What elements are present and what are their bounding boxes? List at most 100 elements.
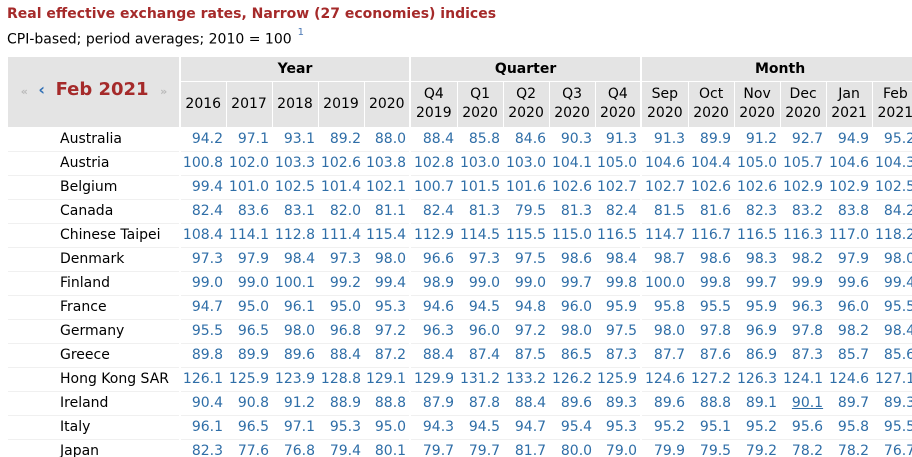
value-cell[interactable]: 95.5 (872, 415, 912, 440)
value-cell[interactable]: 99.0 (179, 271, 226, 296)
value-cell[interactable]: 126.2 (549, 367, 596, 392)
value-cell[interactable]: 98.4 (872, 319, 912, 344)
value-cell[interactable]: 97.8 (780, 319, 827, 344)
value-cell[interactable]: 77.6 (226, 439, 272, 457)
value-cell[interactable]: 102.1 (364, 175, 411, 200)
value-cell[interactable]: 105.0 (595, 151, 642, 176)
value-cell[interactable]: 82.0 (318, 199, 364, 224)
value-cell[interactable]: 85.7 (826, 343, 873, 368)
value-cell[interactable]: 79.0 (595, 439, 642, 457)
value-cell[interactable]: 96.3 (409, 319, 458, 344)
value-cell[interactable]: 95.2 (640, 415, 689, 440)
value-cell[interactable]: 98.6 (549, 247, 596, 272)
value-cell[interactable]: 115.4 (364, 223, 411, 248)
value-cell[interactable]: 95.1 (688, 415, 735, 440)
value-cell[interactable]: 86.9 (734, 343, 781, 368)
value-cell[interactable]: 87.8 (457, 391, 504, 416)
value-cell[interactable]: 87.9 (409, 391, 458, 416)
value-cell[interactable]: 91.2 (734, 127, 781, 152)
value-cell[interactable]: 104.1 (549, 151, 596, 176)
value-cell[interactable]: 88.0 (364, 127, 411, 152)
value-cell[interactable]: 82.3 (179, 439, 226, 457)
value-cell[interactable]: 103.8 (364, 151, 411, 176)
value-cell[interactable]: 89.6 (272, 343, 318, 368)
value-cell[interactable]: 78.2 (780, 439, 827, 457)
value-cell[interactable]: 98.2 (826, 319, 873, 344)
value-cell[interactable]: 98.0 (872, 247, 912, 272)
value-cell[interactable]: 81.3 (549, 199, 596, 224)
value-cell[interactable]: 87.2 (364, 343, 411, 368)
value-cell[interactable]: 99.9 (780, 271, 827, 296)
value-cell[interactable]: 79.5 (688, 439, 735, 457)
value-cell[interactable]: 89.1 (734, 391, 781, 416)
value-cell[interactable]: 97.3 (179, 247, 226, 272)
value-cell[interactable]: 98.0 (272, 319, 318, 344)
value-cell[interactable]: 89.3 (872, 391, 912, 416)
value-cell[interactable]: 87.7 (640, 343, 689, 368)
value-cell[interactable]: 99.7 (734, 271, 781, 296)
value-cell[interactable]: 84.2 (872, 199, 912, 224)
value-cell[interactable]: 99.8 (595, 271, 642, 296)
value-cell[interactable]: 99.2 (318, 271, 364, 296)
value-cell[interactable]: 82.4 (179, 199, 226, 224)
value-cell[interactable]: 83.1 (272, 199, 318, 224)
value-cell[interactable]: 98.0 (364, 247, 411, 272)
next-period-button[interactable]: » (160, 85, 168, 98)
value-cell[interactable]: 97.8 (688, 319, 735, 344)
value-cell[interactable]: 88.4 (318, 343, 364, 368)
value-cell[interactable]: 96.0 (549, 295, 596, 320)
value-cell[interactable]: 81.1 (364, 199, 411, 224)
value-cell[interactable]: 87.3 (780, 343, 827, 368)
value-cell[interactable]: 102.6 (549, 175, 596, 200)
value-cell[interactable]: 98.4 (272, 247, 318, 272)
value-cell[interactable]: 99.7 (549, 271, 596, 296)
value-cell[interactable]: 94.3 (409, 415, 458, 440)
value-cell[interactable]: 99.4 (872, 271, 912, 296)
value-cell[interactable]: 87.3 (595, 343, 642, 368)
value-cell[interactable]: 96.0 (457, 319, 504, 344)
value-cell[interactable]: 95.3 (318, 415, 364, 440)
value-cell[interactable]: 91.3 (640, 127, 689, 152)
value-cell[interactable]: 118.2 (872, 223, 912, 248)
value-cell[interactable]: 114.5 (457, 223, 504, 248)
value-cell[interactable]: 80.0 (549, 439, 596, 457)
value-cell[interactable]: 115.5 (503, 223, 550, 248)
value-cell[interactable]: 81.7 (503, 439, 550, 457)
value-cell[interactable]: 127.2 (688, 367, 735, 392)
value-cell[interactable]: 89.6 (640, 391, 689, 416)
value-cell[interactable]: 124.1 (780, 367, 827, 392)
value-cell[interactable]: 96.5 (226, 319, 272, 344)
value-cell[interactable]: 101.6 (503, 175, 550, 200)
value-cell[interactable]: 90.4 (179, 391, 226, 416)
value-cell[interactable]: 125.9 (595, 367, 642, 392)
value-cell[interactable]: 96.8 (318, 319, 364, 344)
value-cell[interactable]: 99.8 (688, 271, 735, 296)
value-cell[interactable]: 104.4 (688, 151, 735, 176)
value-cell[interactable]: 88.4 (409, 127, 458, 152)
value-cell[interactable]: 97.2 (503, 319, 550, 344)
value-cell[interactable]: 104.6 (826, 151, 873, 176)
value-cell[interactable]: 116.5 (734, 223, 781, 248)
value-cell[interactable]: 90.8 (226, 391, 272, 416)
value-cell[interactable]: 99.4 (364, 271, 411, 296)
value-cell[interactable]: 117.0 (826, 223, 873, 248)
value-cell[interactable]: 83.6 (226, 199, 272, 224)
value-cell[interactable]: 90.3 (549, 127, 596, 152)
value-cell[interactable]: 102.5 (872, 175, 912, 200)
value-cell[interactable]: 92.7 (780, 127, 827, 152)
value-cell[interactable]: 98.9 (409, 271, 458, 296)
value-cell[interactable]: 100.0 (640, 271, 689, 296)
value-cell[interactable]: 95.5 (688, 295, 735, 320)
value-cell[interactable]: 84.6 (503, 127, 550, 152)
value-cell[interactable]: 98.6 (688, 247, 735, 272)
value-cell[interactable]: 85.8 (457, 127, 504, 152)
prev-period-button[interactable]: ‹ (38, 80, 45, 99)
value-cell[interactable]: 95.3 (595, 415, 642, 440)
value-cell[interactable]: 94.9 (826, 127, 873, 152)
first-period-button[interactable]: « (20, 85, 28, 98)
value-cell[interactable]: 87.5 (503, 343, 550, 368)
value-cell[interactable]: 98.3 (734, 247, 781, 272)
value-cell[interactable]: 81.5 (640, 199, 689, 224)
value-cell[interactable]: 100.1 (272, 271, 318, 296)
value-cell[interactable]: 81.3 (457, 199, 504, 224)
